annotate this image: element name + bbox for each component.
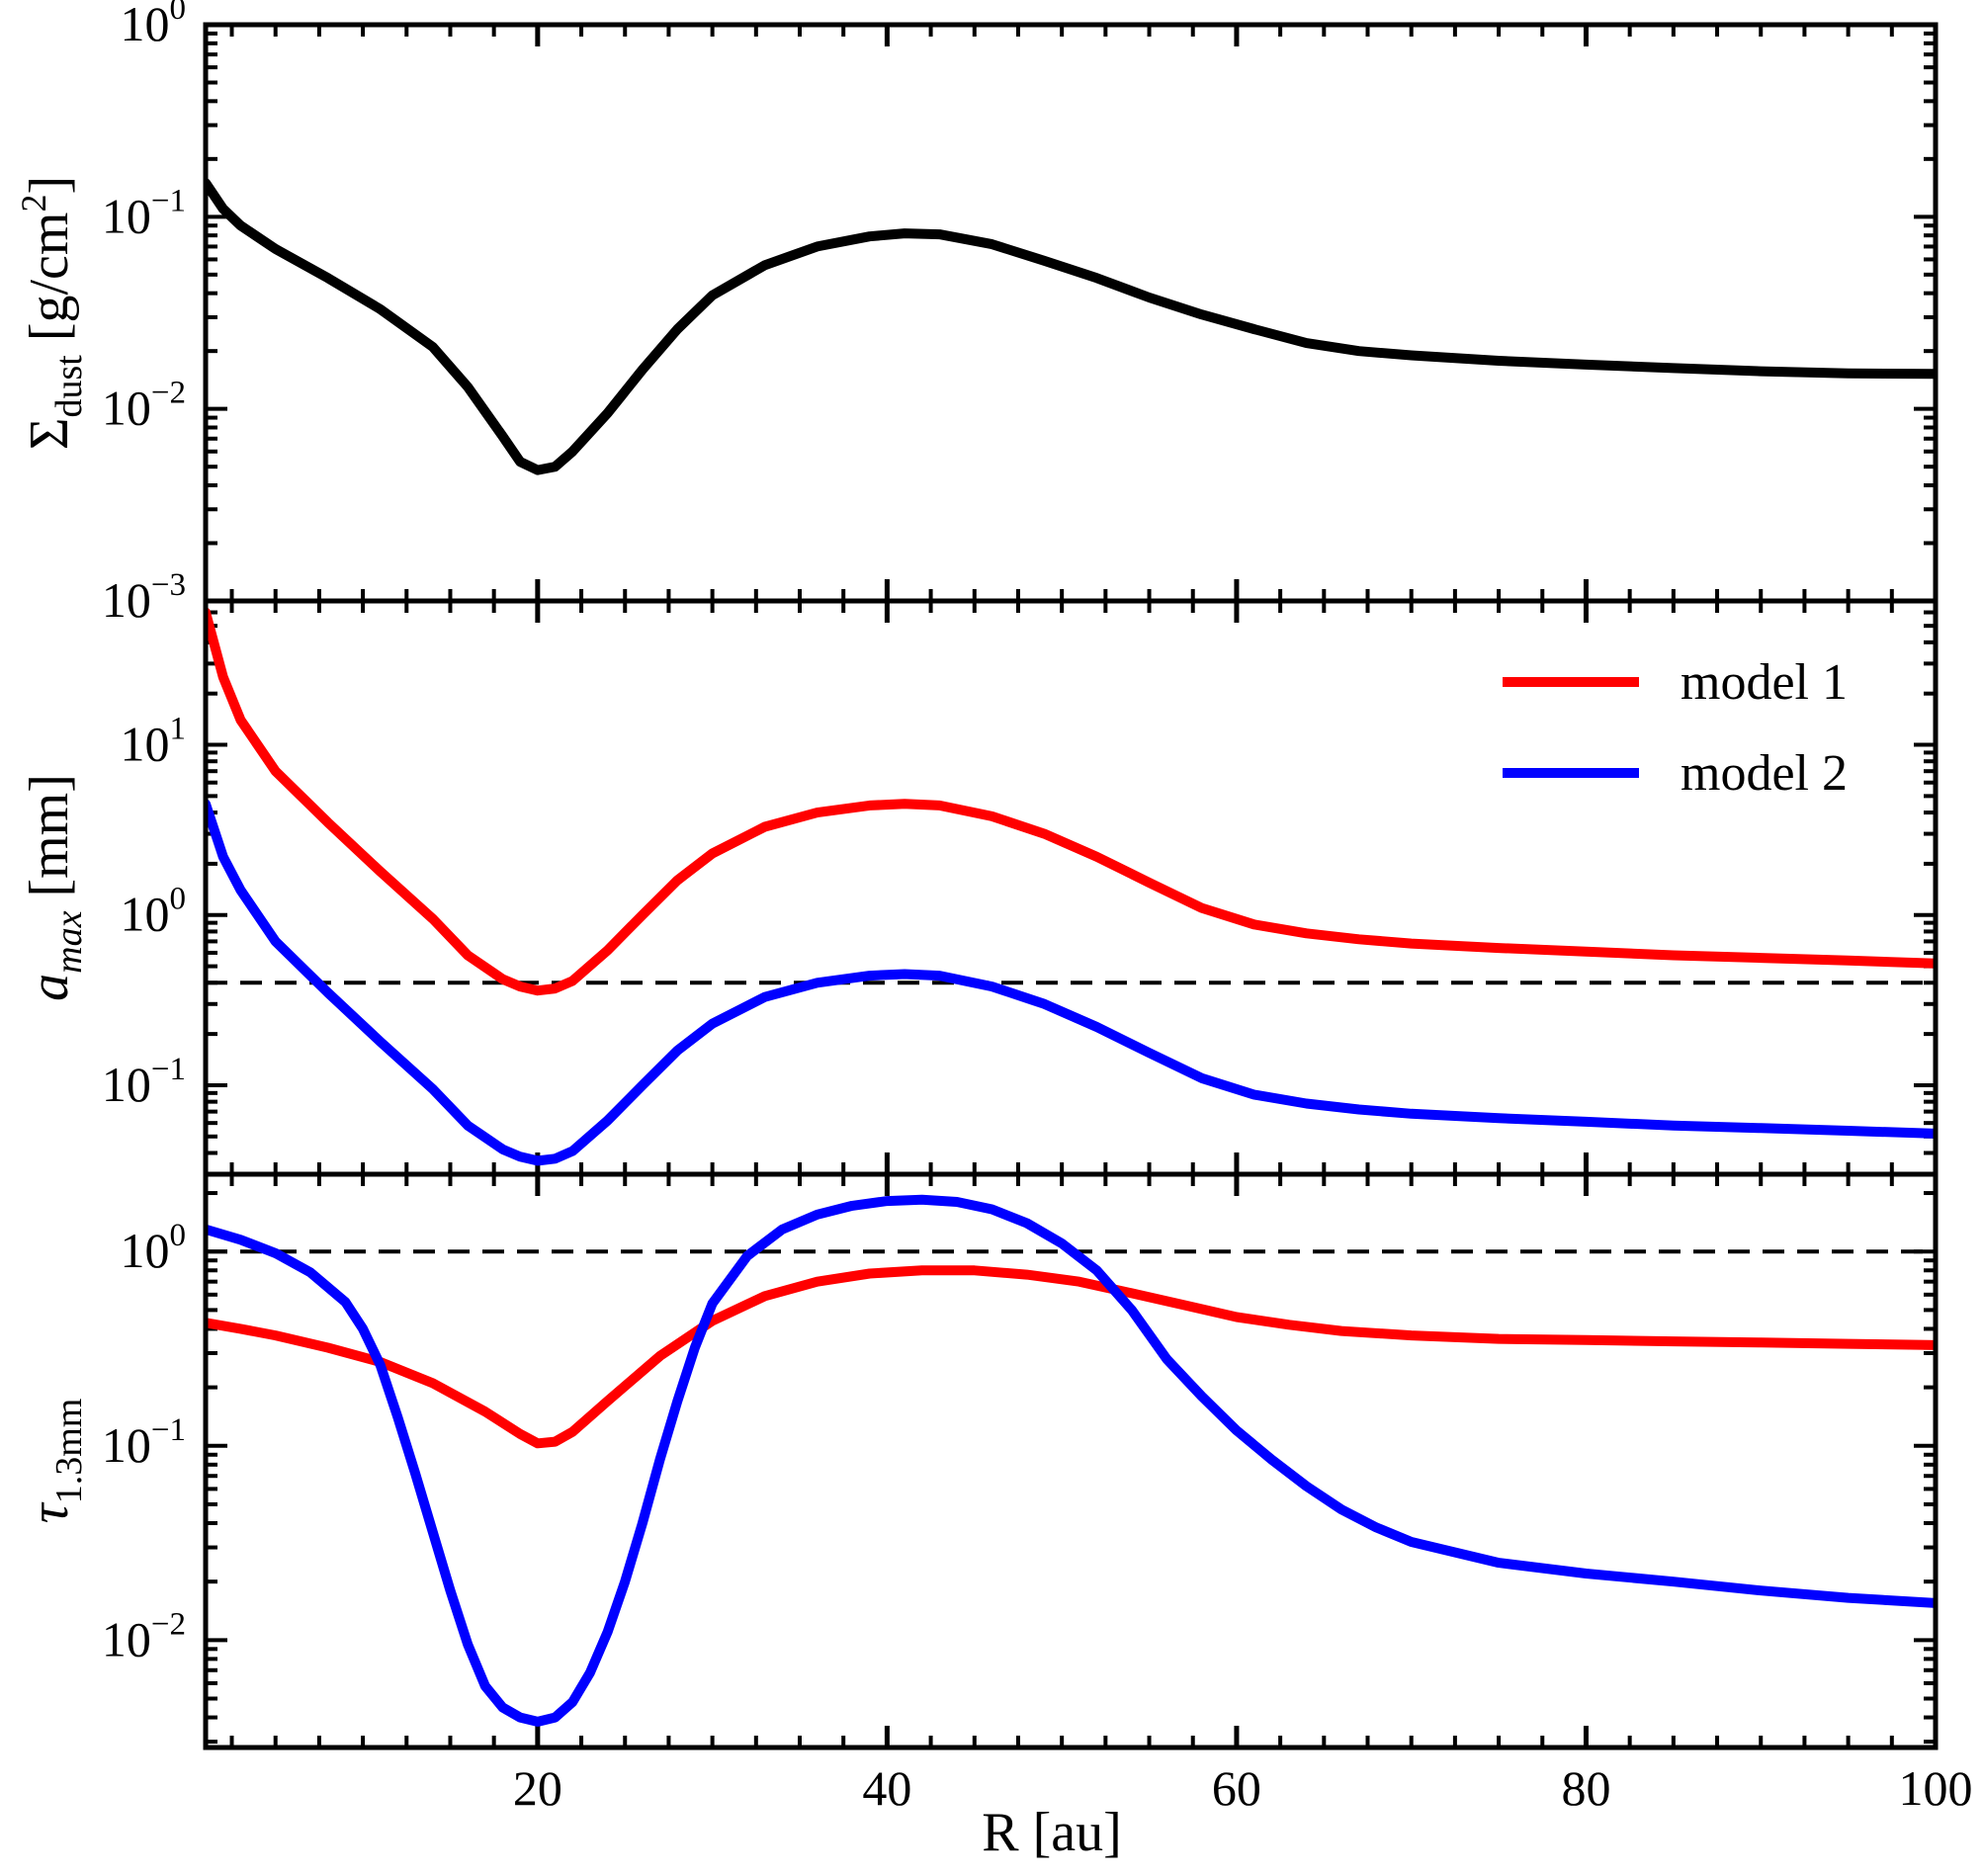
y-tick-label: 10−3 [102, 567, 186, 628]
series-line-model-1 [206, 607, 1936, 996]
legend-label-2: model 2 [1681, 745, 1848, 802]
panel-1: 100 10−1 10−2 10−3 Σdust [g/cm2] [14, 0, 1939, 628]
y-tick-label: 100 [121, 882, 187, 942]
y-axis-label: τ1.3mm [19, 1399, 90, 1524]
series-line-model-2 [206, 1194, 1936, 1727]
panel-frame [203, 1171, 1939, 1750]
panel-frame [203, 22, 1939, 604]
x-tick-label: 60 [1212, 1760, 1261, 1816]
x-tick-label: 40 [862, 1760, 911, 1816]
y-tick-label: 10−1 [102, 183, 186, 243]
y-axis-label: Σdust [g/cm2] [14, 176, 90, 450]
y-tick-label: 100 [121, 1218, 187, 1278]
y-tick-label: 10−2 [102, 1606, 186, 1666]
panel-3: 100 10−1 10−2 τ1.3mm [19, 1171, 1939, 1750]
x-tick-label: 20 [513, 1760, 562, 1816]
y-tick-label: 10−1 [102, 1412, 186, 1473]
panel-frame [203, 598, 1939, 1177]
legend: model 1 model 2 [1503, 654, 1848, 802]
y-tick-label: 10−2 [102, 376, 186, 436]
x-tick-label: 100 [1899, 1760, 1973, 1816]
series-line-model-1 [206, 1265, 1936, 1449]
x-axis-label: R [au] [982, 1802, 1122, 1863]
y-tick-label: 101 [121, 712, 187, 772]
legend-label-1: model 1 [1681, 654, 1848, 711]
x-axis: 20 40 60 80 100 [513, 1760, 1973, 1816]
x-tick-label: 80 [1561, 1760, 1610, 1816]
y-axis-label: amax [mm] [19, 774, 90, 1001]
series-line-0 [206, 178, 1936, 475]
y-tick-label: 10−1 [102, 1052, 186, 1112]
y-tick-label: 100 [121, 0, 187, 51]
series-line-model-2 [206, 799, 1936, 1166]
